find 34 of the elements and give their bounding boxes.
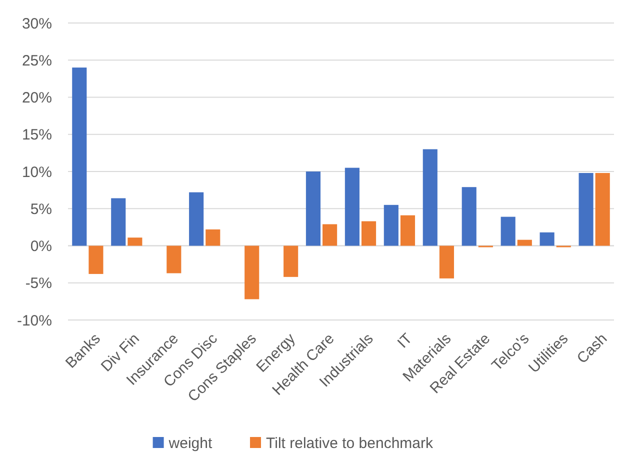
bar	[88, 246, 104, 274]
y-tick-label: 30%	[22, 15, 52, 32]
y-tick-label: 20%	[22, 90, 52, 106]
bar	[422, 149, 438, 246]
bar	[189, 192, 204, 246]
y-tick-label: 5%	[30, 200, 52, 218]
bar	[128, 238, 142, 246]
y-tick-label: 0%	[30, 238, 52, 255]
bar	[322, 224, 338, 246]
bar	[361, 221, 376, 246]
bar	[595, 172, 610, 246]
bar	[578, 172, 594, 246]
bar	[111, 198, 126, 246]
y-tick-label: 15%	[22, 126, 52, 144]
bar	[306, 172, 321, 246]
bar	[500, 216, 516, 246]
legend-label: Tilt relative to benchmark	[266, 435, 434, 452]
bar	[439, 246, 454, 278]
legend-label: weight	[168, 435, 213, 452]
bar	[462, 187, 476, 246]
bar	[72, 68, 87, 246]
y-tick-label: 25%	[22, 52, 52, 70]
y-tick-label: -5%	[25, 275, 52, 292]
bar	[384, 204, 398, 246]
bar	[206, 229, 220, 246]
y-tick-label: 10%	[22, 164, 52, 181]
bar	[284, 246, 298, 277]
bar	[400, 215, 416, 246]
bar	[517, 240, 532, 246]
bar	[344, 168, 360, 246]
y-tick-label: -10%	[16, 312, 52, 330]
bar	[244, 246, 260, 300]
bar	[166, 246, 182, 274]
bar	[540, 232, 554, 246]
